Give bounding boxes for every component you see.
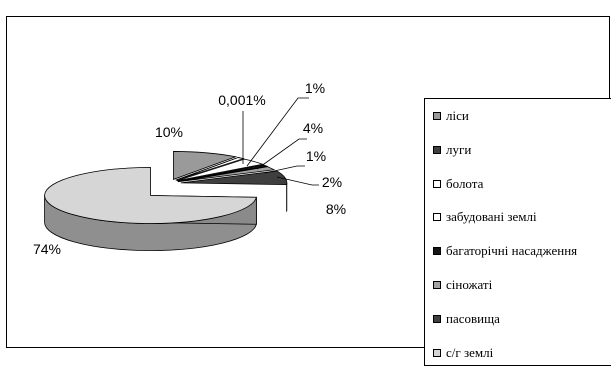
legend-item: с/г землі (433, 345, 493, 361)
data-label-1: 10% (155, 124, 183, 140)
legend-item: багаторічні насадження (433, 243, 577, 259)
leader-line-3 (247, 98, 309, 166)
legend-label: болота (446, 176, 483, 192)
chart-frame: 10% 0,001% 1% 4% 1% 2% 8% 74% ліси луги болота заб… (6, 16, 610, 348)
legend-label: сіножаті (446, 277, 492, 293)
legend-label: с/г землі (446, 345, 493, 361)
legend-item: болота (433, 176, 483, 192)
legend-label: пасовища (446, 311, 500, 327)
legend-swatch (433, 146, 441, 154)
data-label-2: 0,001% (218, 92, 265, 108)
legend-swatch (433, 315, 441, 323)
legend-label: ліси (446, 108, 469, 124)
legend-swatch (433, 281, 441, 289)
legend: ліси луги болота забудовані землі багаторічн… (424, 98, 611, 366)
pie-chart: 10% 0,001% 1% 4% 1% 2% 8% 74% (7, 17, 417, 347)
legend-item: ліси (433, 108, 469, 124)
leader-line-4 (257, 139, 307, 169)
data-label-3: 1% (305, 80, 325, 96)
data-label-8: 74% (33, 241, 61, 257)
legend-item: луги (433, 142, 471, 158)
data-label-4: 4% (303, 120, 323, 136)
legend-swatch (433, 213, 441, 221)
legend-label: забудовані землі (446, 209, 537, 225)
data-label-5: 1% (306, 148, 326, 164)
legend-item: забудовані землі (433, 209, 537, 225)
legend-swatch (433, 247, 441, 255)
data-label-6: 2% (322, 174, 342, 190)
legend-swatch (433, 112, 441, 120)
legend-label: луги (446, 142, 471, 158)
legend-swatch (433, 349, 441, 357)
legend-item: пасовища (433, 311, 500, 327)
legend-item: сіножаті (433, 277, 492, 293)
legend-label: багаторічні насадження (446, 243, 577, 259)
legend-swatch (433, 180, 441, 188)
data-label-7: 8% (326, 201, 346, 217)
